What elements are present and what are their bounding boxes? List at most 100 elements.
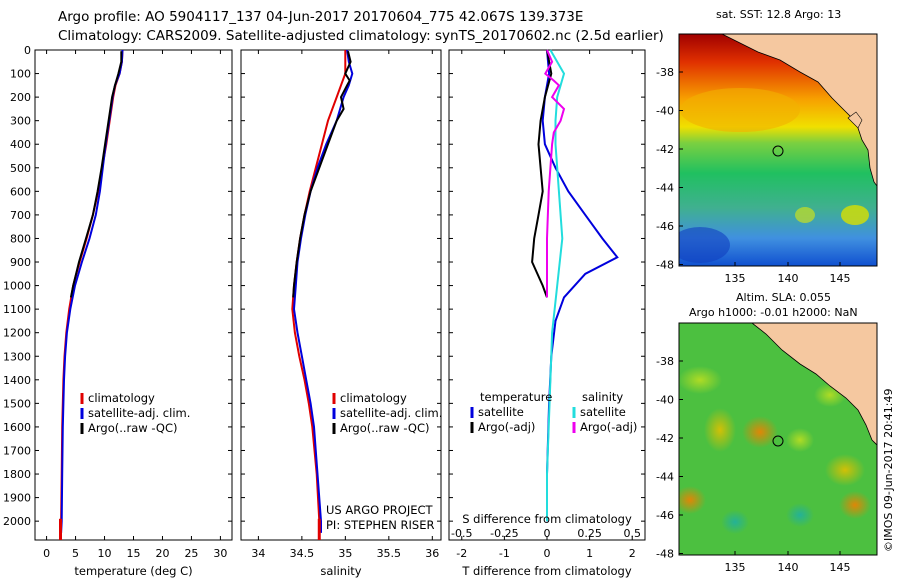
x2-axis-label: S difference from climatology: [462, 512, 632, 526]
depth-tick-label: 500: [10, 162, 31, 175]
legend-entry: satellite: [580, 405, 626, 419]
x-tick-label: 34.5: [290, 547, 315, 560]
annotation: PI: STEPHEN RISER: [326, 518, 435, 532]
legend-header-temperature: temperature: [480, 390, 552, 404]
sla-eddy: [704, 408, 736, 452]
legend-header-salinity: salinity: [582, 390, 623, 404]
map-x-tick-label: 140: [778, 272, 799, 285]
x-tick-label: -2: [456, 547, 467, 560]
map-y-tick-label: -40: [656, 105, 674, 118]
x2-tick-label: -0.5: [451, 527, 472, 540]
map-y-tick-label: -44: [656, 182, 674, 195]
map-y-tick-label: -44: [656, 471, 674, 484]
depth-tick-label: 600: [10, 185, 31, 198]
sst-map-ticks: 135 140 145 -38 -40 -42 -44 -46 -48: [656, 66, 850, 285]
sla-argo-location-marker: [772, 435, 784, 447]
series-line-argo---raw--qc-: [69, 51, 123, 298]
depth-tick-label: 300: [10, 115, 31, 128]
depth-tick-label: 1300: [3, 350, 31, 363]
series-line-argo---raw--qc-: [292, 50, 352, 298]
legend-entry: Argo(-adj): [478, 420, 535, 434]
sla-map-title-2: Argo h1000: -0.01 h2000: NaN: [689, 306, 858, 319]
sst-warm-eddy: [841, 205, 869, 225]
x-tick-label: 30: [213, 547, 227, 560]
x2-tick-label: 0.25: [577, 527, 602, 540]
x-tick-label: 10: [98, 547, 112, 560]
depth-tick-label: 800: [10, 232, 31, 245]
x-tick-label: -1: [499, 547, 510, 560]
sla-map-ticks: 135 140 145 -38 -40 -42 -44 -46 -48: [656, 355, 850, 574]
legend-entry: climatology: [88, 391, 155, 405]
depth-tick-label: 400: [10, 138, 31, 151]
legend-entry: climatology: [340, 391, 407, 405]
map-x-tick-label: 135: [725, 561, 746, 574]
sla-map-frame: [678, 322, 878, 556]
sla-eddy: [742, 416, 778, 448]
x-tick-label: 0: [544, 547, 551, 560]
x-tick-label: 2: [629, 547, 636, 560]
x-tick-label: 5: [72, 547, 79, 560]
depth-tick-label: 1000: [3, 280, 31, 293]
depth-tick-label: 1600: [3, 421, 31, 434]
depth-tick-label: 1800: [3, 468, 31, 481]
depth-tick-label: 0: [24, 44, 31, 57]
x-tick-label: 35: [338, 547, 352, 560]
diff-line-4: [544, 49, 566, 298]
map-y-tick-label: -40: [656, 394, 674, 407]
profile-panels: 0100200300400500600700800900100011001200…: [3, 44, 646, 578]
x-tick-label: 36: [425, 547, 439, 560]
map-y-tick-label: -38: [656, 66, 674, 79]
x2-tick-label: 0: [544, 527, 551, 540]
sst-argo-location-marker: [772, 145, 784, 157]
sla-eddy: [679, 486, 706, 514]
x-axis-label: temperature (deg C): [74, 564, 192, 578]
sla-eddy: [786, 503, 814, 527]
x-tick-label: 25: [184, 547, 198, 560]
x-tick-label: 35.5: [377, 547, 402, 560]
map-y-tick-label: -42: [656, 143, 674, 156]
sst-cold-patch: [679, 227, 730, 263]
sst-warm-band: [680, 88, 800, 132]
sla-map-title-1: Altim. SLA: 0.055: [736, 291, 832, 304]
diff-line-3: [546, 49, 566, 522]
depth-tick-label: 700: [10, 209, 31, 222]
panel-frame: [34, 49, 233, 541]
sst-warm-eddy-2: [795, 207, 815, 223]
map-y-tick-label: -42: [656, 432, 674, 445]
profile-panel-2: 34 34.5 35 35.5 36 salinity climatologysatelli…: [240, 49, 442, 578]
sla-eddy: [721, 510, 749, 534]
legend-entry: satellite-adj. clim.: [340, 406, 442, 420]
depth-tick-label: 1400: [3, 374, 31, 387]
map-x-tick-label: 145: [830, 272, 851, 285]
profile-panel-1: 0100200300400500600700800900100011001200…: [3, 44, 233, 578]
header-line-1: Argo profile: AO 5904117_137 04-Jun-2017…: [58, 9, 584, 25]
legend-entry: Argo(..raw -QC): [88, 421, 178, 435]
legend-entry: Argo(-adj): [580, 420, 637, 434]
map-x-tick-label: 140: [778, 561, 799, 574]
map-y-tick-label: -48: [656, 548, 674, 561]
sst-map-title: sat. SST: 12.8 Argo: 13: [716, 8, 842, 21]
depth-tick-label: 2000: [3, 515, 31, 528]
sst-map-frame: [678, 33, 878, 267]
depth-tick-label: 1500: [3, 397, 31, 410]
sla-eddy: [786, 428, 814, 452]
sla-land-australia: [751, 323, 877, 446]
sst-land-island: [847, 111, 863, 129]
map-y-tick-label: -46: [656, 220, 674, 233]
depth-tick-label: 100: [10, 68, 31, 81]
x-tick-label: 15: [127, 547, 141, 560]
x2-tick-label: 0.5: [623, 527, 641, 540]
x-tick-label: 20: [155, 547, 169, 560]
map-y-tick-label: -48: [656, 259, 674, 272]
map-x-tick-label: 145: [830, 561, 851, 574]
sla-map: [679, 323, 877, 555]
map-y-tick-label: -46: [656, 509, 674, 522]
profile-panel-3: -2 -1 0 1 2 T difference from climatology -0.5…: [448, 49, 646, 578]
x-tick-label: 34: [251, 547, 265, 560]
map-x-tick-label: 135: [725, 272, 746, 285]
depth-tick-label: 1200: [3, 327, 31, 340]
x-tick-label: 0: [43, 547, 50, 560]
sla-eddy: [839, 491, 871, 519]
header-line-2: Climatology: CARS2009. Satellite-adjuste…: [58, 28, 664, 44]
